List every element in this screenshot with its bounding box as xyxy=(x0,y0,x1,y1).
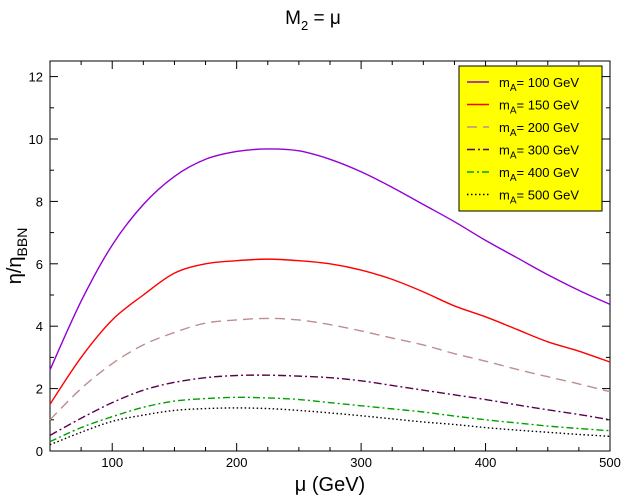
legend: mA= 100 GeV mA= 150 GeV mA= 200 GeV mA= 300… xyxy=(458,65,603,212)
x-tick-label: 400 xyxy=(475,455,497,470)
legend-label-1: mA= 100 GeV xyxy=(499,75,579,94)
legend-label-4: mA= 300 GeV xyxy=(499,143,579,162)
series-line-4 xyxy=(49,374,611,437)
series-line-1 xyxy=(49,148,611,371)
y-tick-label: 12 xyxy=(29,70,43,85)
legend-label-2: mA= 150 GeV xyxy=(499,98,579,117)
axis-ticks: 100 200 300 400 500 0 2 4 6 8 10 12 xyxy=(29,61,621,470)
legend-label-5: mA= 400 GeV xyxy=(499,165,579,184)
y-axis-title: η/ηBBN xyxy=(4,228,30,285)
y-tick-label: 4 xyxy=(36,319,43,334)
y-tick-label: 6 xyxy=(36,257,43,272)
x-tick-label: 200 xyxy=(226,455,248,470)
x-tick-label: 100 xyxy=(101,455,123,470)
legend-label-6: mA= 500 GeV xyxy=(499,188,579,207)
x-axis-title: μ (GeV) xyxy=(295,474,365,496)
y-tick-label: 0 xyxy=(36,444,43,459)
series-line-6 xyxy=(49,407,611,446)
x-tick-label: 300 xyxy=(350,455,372,470)
x-tick-label: 500 xyxy=(599,455,621,470)
y-tick-label: 10 xyxy=(29,132,43,147)
y-tick-label: 8 xyxy=(36,194,43,209)
legend-label-3: mA= 200 GeV xyxy=(499,120,579,139)
series-line-2 xyxy=(49,258,611,405)
series-line-3 xyxy=(49,317,611,421)
legend-box xyxy=(458,65,603,212)
series-group xyxy=(49,148,611,446)
y-tick-label: 2 xyxy=(36,382,43,397)
chart-title: M2 = μ xyxy=(285,8,341,33)
series-line-5 xyxy=(49,396,611,443)
